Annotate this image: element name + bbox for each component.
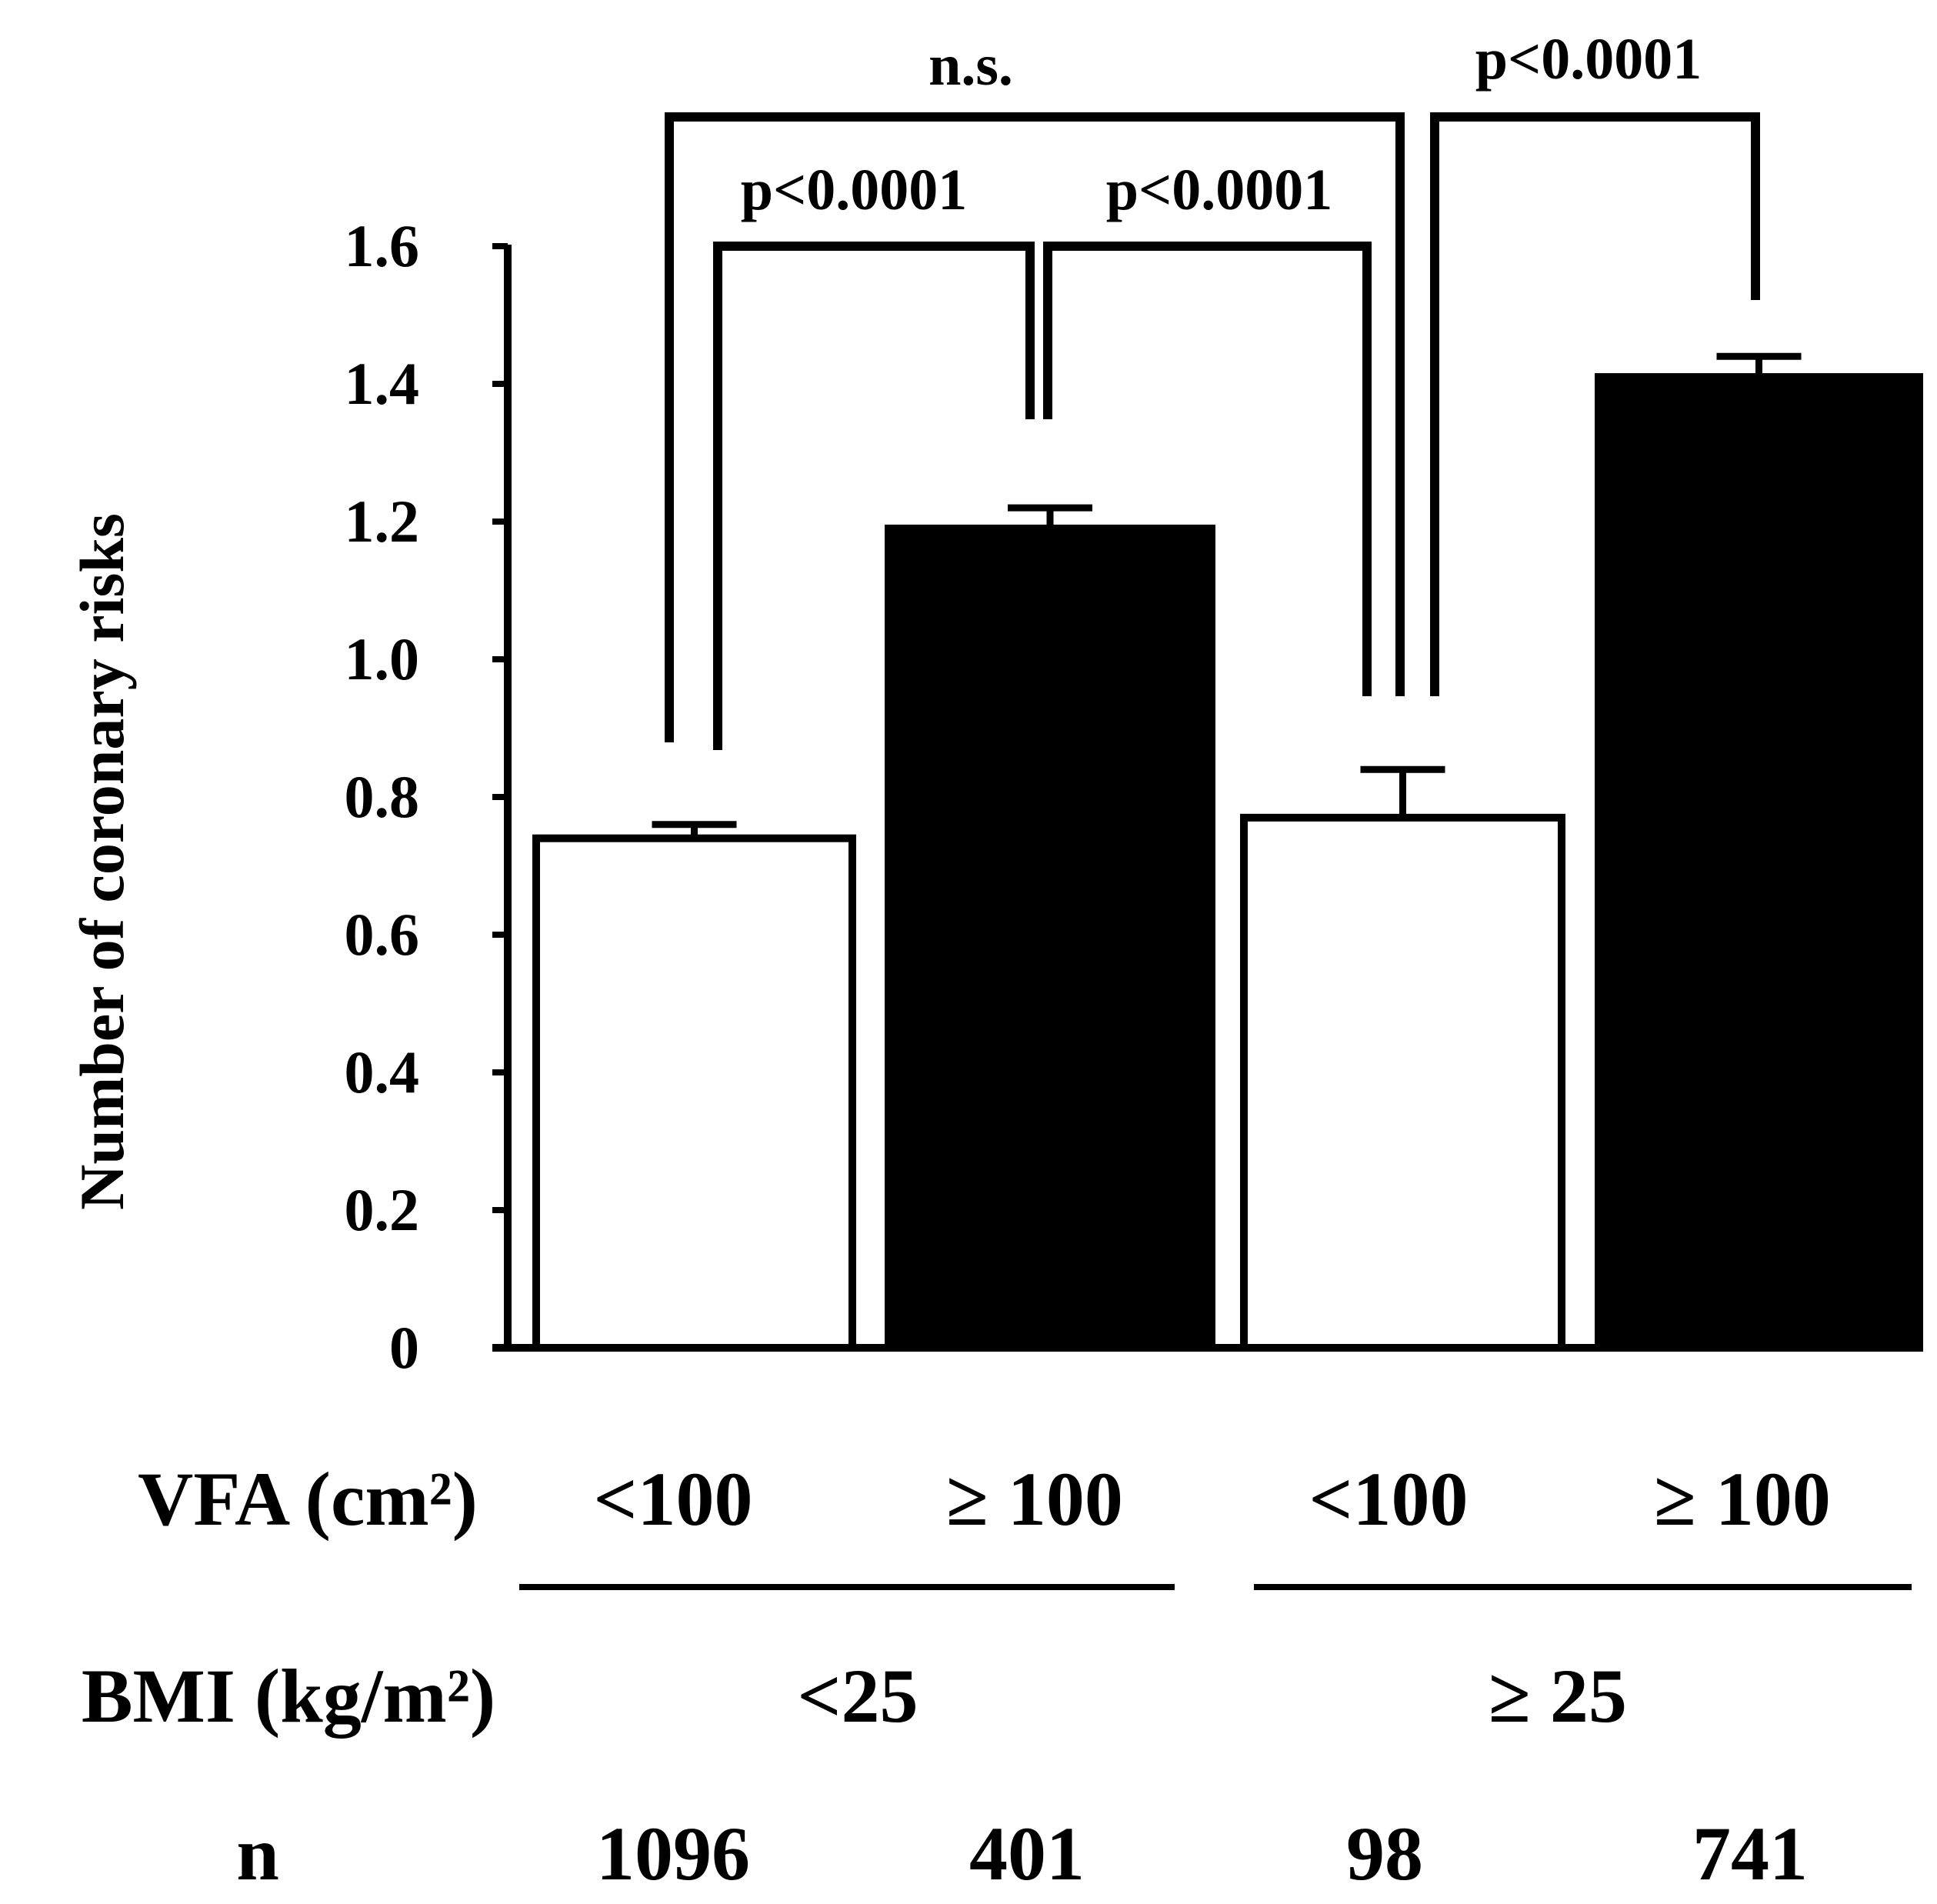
y-tick-label: 1.4 bbox=[345, 350, 420, 417]
sample-size-label: 98 bbox=[1346, 1811, 1423, 1896]
significance-bracket bbox=[713, 242, 1035, 750]
y-tick-label: 1.2 bbox=[345, 488, 420, 555]
sample-size-label: 401 bbox=[969, 1811, 1085, 1896]
y-tick-label: 1.6 bbox=[345, 212, 420, 279]
bmi-group-label: <25 bbox=[798, 1653, 918, 1739]
y-tick-label: 1.0 bbox=[345, 625, 420, 692]
significance-brackets: p<0.0001 p<0.0001 n.s. p<0.0001 bbox=[665, 27, 1760, 750]
vfa-category-label: ≥ 100 bbox=[1654, 1456, 1831, 1542]
significance-bracket bbox=[665, 112, 1405, 742]
significance-label: p<0.0001 bbox=[1475, 27, 1702, 92]
y-axis-label: Number of coronary risks bbox=[67, 513, 137, 1210]
significance-label: n.s. bbox=[928, 33, 1013, 98]
vfa-category-label: ≥ 100 bbox=[946, 1456, 1123, 1542]
bmi-group-label: ≥ 25 bbox=[1489, 1653, 1627, 1739]
bar bbox=[532, 834, 856, 1352]
category-table: VFA (cm²) BMI (kg/m²) n <100 1096 ≥ 100 401… bbox=[82, 1456, 1912, 1896]
significance-label: p<0.0001 bbox=[741, 158, 968, 222]
vfa-category-label: <100 bbox=[1309, 1456, 1469, 1542]
n-row-label: n bbox=[236, 1811, 279, 1896]
bar bbox=[1240, 813, 1565, 1352]
axes: 0 0.2 0.4 0.6 0.8 1.0 1.2 1.4 1.6 bbox=[345, 212, 1923, 1381]
bars bbox=[532, 352, 1923, 1352]
y-tick-label: 0.6 bbox=[345, 901, 420, 968]
bar bbox=[1595, 373, 1923, 1352]
significance-label: p<0.0001 bbox=[1106, 158, 1333, 222]
vfa-row-label: VFA (cm²) bbox=[138, 1456, 478, 1542]
sample-size-label: 741 bbox=[1692, 1811, 1808, 1896]
significance-bracket bbox=[1430, 112, 1760, 696]
y-tick-label: 0.8 bbox=[345, 763, 420, 830]
bmi-row-label: BMI (kg/m²) bbox=[82, 1653, 495, 1739]
sample-size-label: 1096 bbox=[596, 1811, 750, 1896]
y-tick-label: 0.2 bbox=[345, 1176, 420, 1243]
y-tick-label: 0 bbox=[389, 1314, 419, 1381]
significance-bracket bbox=[1043, 242, 1372, 696]
y-tick-label: 0.4 bbox=[345, 1039, 420, 1105]
bar bbox=[885, 524, 1215, 1352]
vfa-category-label: <100 bbox=[594, 1456, 753, 1542]
